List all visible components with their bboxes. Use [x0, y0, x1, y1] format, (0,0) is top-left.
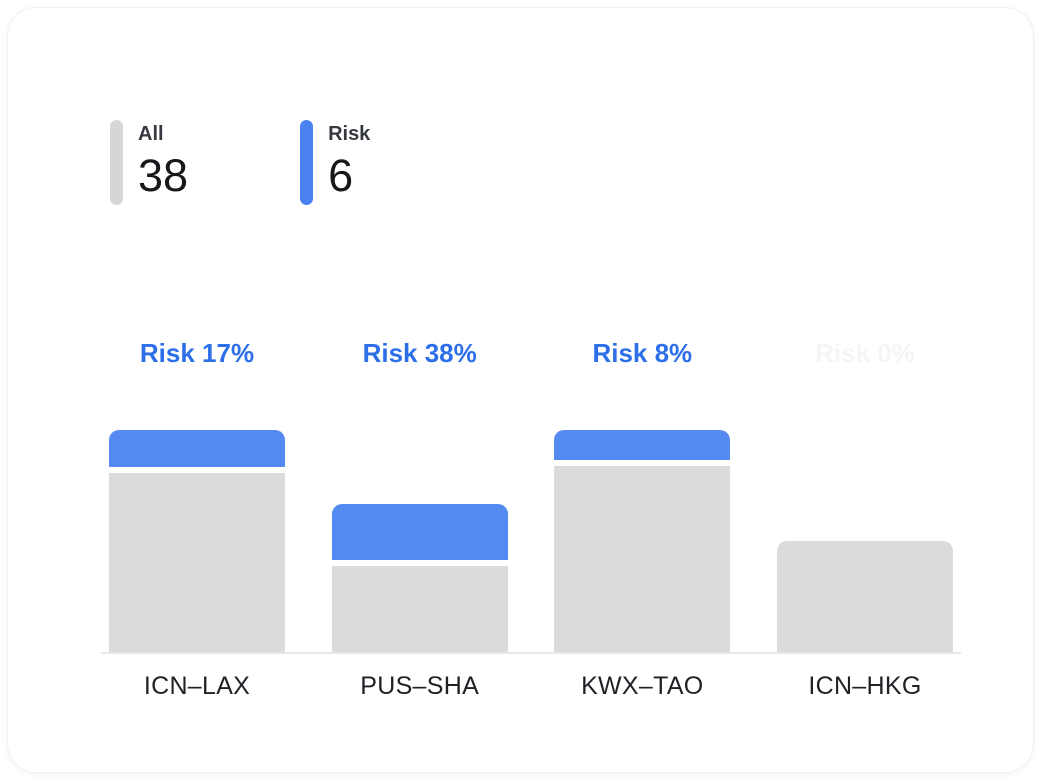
category-label: ICN–LAX: [143, 672, 251, 700]
bar-total-segment: [776, 541, 953, 652]
bar-column: [554, 430, 731, 652]
risk-percent-labels-row: Risk 17% Risk 38% Risk 8% Risk 0%: [109, 336, 953, 370]
legend-risk-bar: [300, 120, 314, 205]
legend: All 38 Risk 6: [110, 120, 370, 205]
legend-all-value: 38: [138, 150, 189, 201]
chart-baseline: [101, 652, 961, 654]
legend-item-all[interactable]: All 38: [110, 120, 188, 205]
bar-column: [331, 504, 508, 652]
bar-risk-segment: [554, 430, 731, 460]
category-label: ICN–HKG: [808, 672, 922, 700]
bar-column: [109, 430, 285, 652]
bars-row: [109, 430, 953, 652]
bar-chart: Risk 17% Risk 38% Risk 8% Risk 0% ICN–LAX PU…: [101, 336, 961, 701]
legend-risk-value: 6: [328, 150, 354, 201]
bar-total-segment: [109, 473, 285, 652]
risk-percent-label: Risk 8%: [592, 338, 693, 368]
risk-percent-label: Risk 17%: [139, 338, 255, 368]
category-label: PUS–SHA: [360, 672, 480, 700]
bar-risk-segment: [109, 430, 285, 467]
legend-risk-label: Risk: [328, 123, 371, 145]
risk-percent-label: Risk 38%: [362, 338, 477, 368]
risk-summary-card: All 38 Risk 6 Risk 17% Risk 38% Risk 8% Ris…: [8, 8, 1033, 772]
legend-all-label: All: [138, 123, 164, 145]
bar-total-segment: [331, 566, 508, 652]
category-label: KWX–TAO: [581, 672, 704, 700]
bar-risk-segment: [331, 504, 508, 560]
legend-all-bar: [110, 120, 123, 205]
legend-item-risk[interactable]: Risk 6: [300, 120, 370, 205]
bar-column: [776, 541, 953, 652]
category-labels-row: ICN–LAX PUS–SHA KWX–TAO ICN–HKG: [109, 672, 953, 701]
bar-total-segment: [554, 466, 731, 652]
risk-percent-label: Risk 0%: [815, 338, 915, 368]
